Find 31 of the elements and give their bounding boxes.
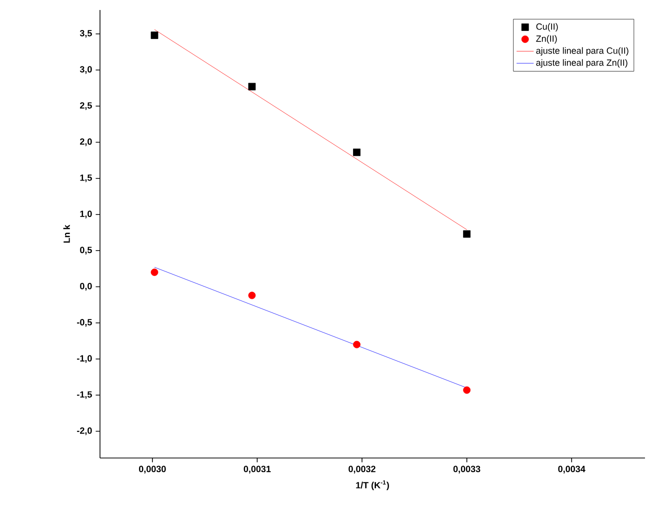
x-tick-label: 0,0032: [348, 466, 376, 474]
y-tick-label: 3,0: [80, 66, 92, 74]
x-tick-label: 0,0033: [453, 466, 480, 474]
point: [353, 340, 360, 348]
legend-label: ajuste lineal para Zn(II): [536, 59, 628, 68]
point: [463, 230, 471, 238]
y-tick-label: 0,0: [80, 282, 92, 291]
point: [150, 268, 158, 276]
y-tick-label: -0,5: [77, 319, 92, 327]
y-axis-title: Ln k: [63, 224, 70, 243]
x-axis-title: 1/T (K$^{-1}$): [356, 480, 389, 490]
y-tick-label: 0,5: [80, 246, 92, 254]
point: [248, 82, 256, 90]
point: [248, 292, 256, 300]
legend-label: Zn(II): [536, 35, 557, 44]
y-tick-label: -1,5: [77, 391, 92, 399]
y-tick-label: -2,0: [77, 427, 92, 436]
x-tick-label: 0,0034: [558, 466, 586, 474]
y-tick-label: 1,0: [80, 210, 92, 218]
y-tick-label: 3,5: [80, 30, 92, 38]
point: [353, 148, 360, 156]
y-tick-label: 2,0: [80, 138, 92, 146]
point: [150, 32, 158, 39]
y-tick-label: -1,0: [77, 355, 92, 363]
legend-label: ajuste lineal para Cu(II): [536, 47, 628, 56]
y-tick-label: 1,5: [80, 174, 92, 182]
y-tick-label: 2,5: [80, 102, 92, 110]
legend-label: Cu(II): [536, 23, 558, 32]
point: [463, 386, 471, 394]
x-tick-label: 0,0031: [244, 466, 271, 474]
x-tick-label: 0,0030: [139, 466, 166, 474]
